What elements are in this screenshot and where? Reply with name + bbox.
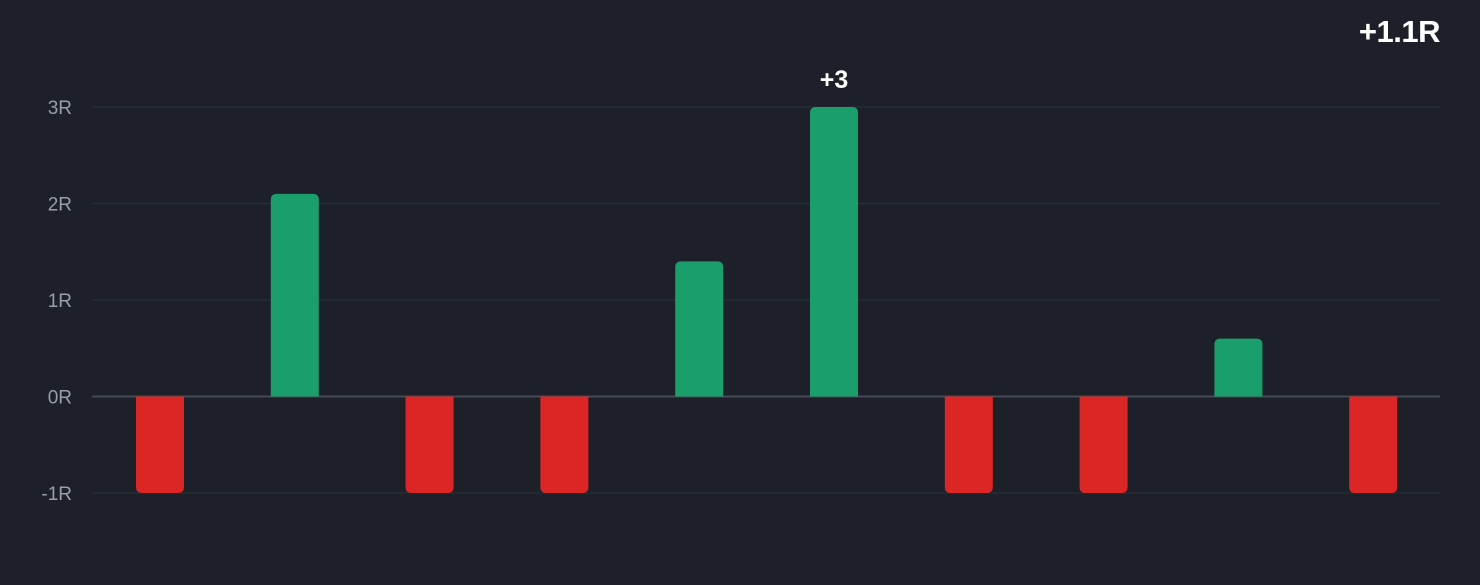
y-axis-ticks: 3R 2R 1R 0R -1R xyxy=(41,98,72,505)
bar-annotation: +3 xyxy=(820,66,849,94)
y-tick-label: 1R xyxy=(48,291,72,312)
annotations: +3 xyxy=(820,66,849,94)
bar-loss xyxy=(540,396,589,493)
y-tick-label: 0R xyxy=(48,388,72,409)
bar-loss xyxy=(944,396,993,493)
bar-loss xyxy=(1349,396,1398,493)
bar-loss xyxy=(136,396,184,493)
bars xyxy=(136,107,1398,493)
bar-win xyxy=(675,261,724,397)
bar-win xyxy=(270,193,319,397)
bar-loss xyxy=(1079,396,1128,493)
bar-win xyxy=(1214,338,1263,397)
y-tick-label: -1R xyxy=(41,484,72,505)
y-tick-label: 2R xyxy=(48,195,72,216)
bar-win xyxy=(810,107,858,397)
y-tick-label: 3R xyxy=(48,98,72,119)
bar-loss xyxy=(405,396,454,493)
total-r-value: +1.1R xyxy=(1358,14,1441,49)
